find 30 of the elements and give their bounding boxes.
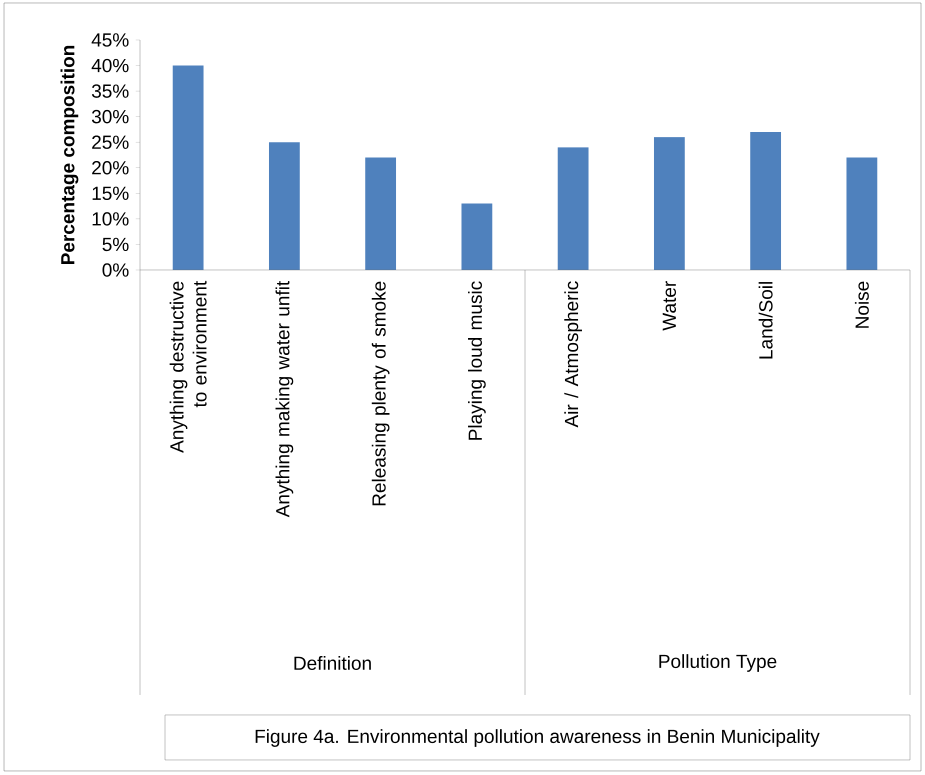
text: Definition xyxy=(294,656,371,670)
caption: Figure 4a. Environmental pollution awareness in Benin Municipality xyxy=(256,729,820,747)
text: Pollution Type xyxy=(659,654,776,672)
y-tick-label: 20% xyxy=(92,161,129,174)
bar xyxy=(461,204,492,270)
y-axis-title: Percentage composition xyxy=(60,46,78,264)
x-tick-label: Water xyxy=(662,281,676,331)
y-tick-label: 30% xyxy=(92,110,129,124)
y-tick-label: 45% xyxy=(92,33,129,47)
x-tick-label: Land/Soil xyxy=(758,282,773,358)
x-tick-label: Playing loud music xyxy=(468,281,486,440)
bar xyxy=(750,132,782,270)
bar xyxy=(558,147,589,270)
x-tick-label: Noise xyxy=(854,282,869,328)
x-tick-label: Releasing plenty of smoke xyxy=(372,282,390,506)
bar xyxy=(654,137,685,270)
y-tick-label: 15% xyxy=(92,186,129,200)
y-tick-label: 25% xyxy=(92,135,129,149)
bar xyxy=(268,142,300,270)
bar xyxy=(172,66,204,270)
x-tick-label: Anything making water unfit xyxy=(276,280,294,518)
x-tick-label: Air / Atmospheric xyxy=(564,281,582,428)
x-tick-label: Anything destructive to environment xyxy=(170,280,207,453)
y-tick-label: 40% xyxy=(92,58,129,72)
y-tick-label: 0% xyxy=(102,263,129,277)
y-tick-label: 10% xyxy=(92,212,129,226)
bar xyxy=(846,158,878,270)
y-tick-label: 5% xyxy=(102,238,129,252)
y-tick-label: 35% xyxy=(92,84,129,98)
bar xyxy=(365,158,396,270)
